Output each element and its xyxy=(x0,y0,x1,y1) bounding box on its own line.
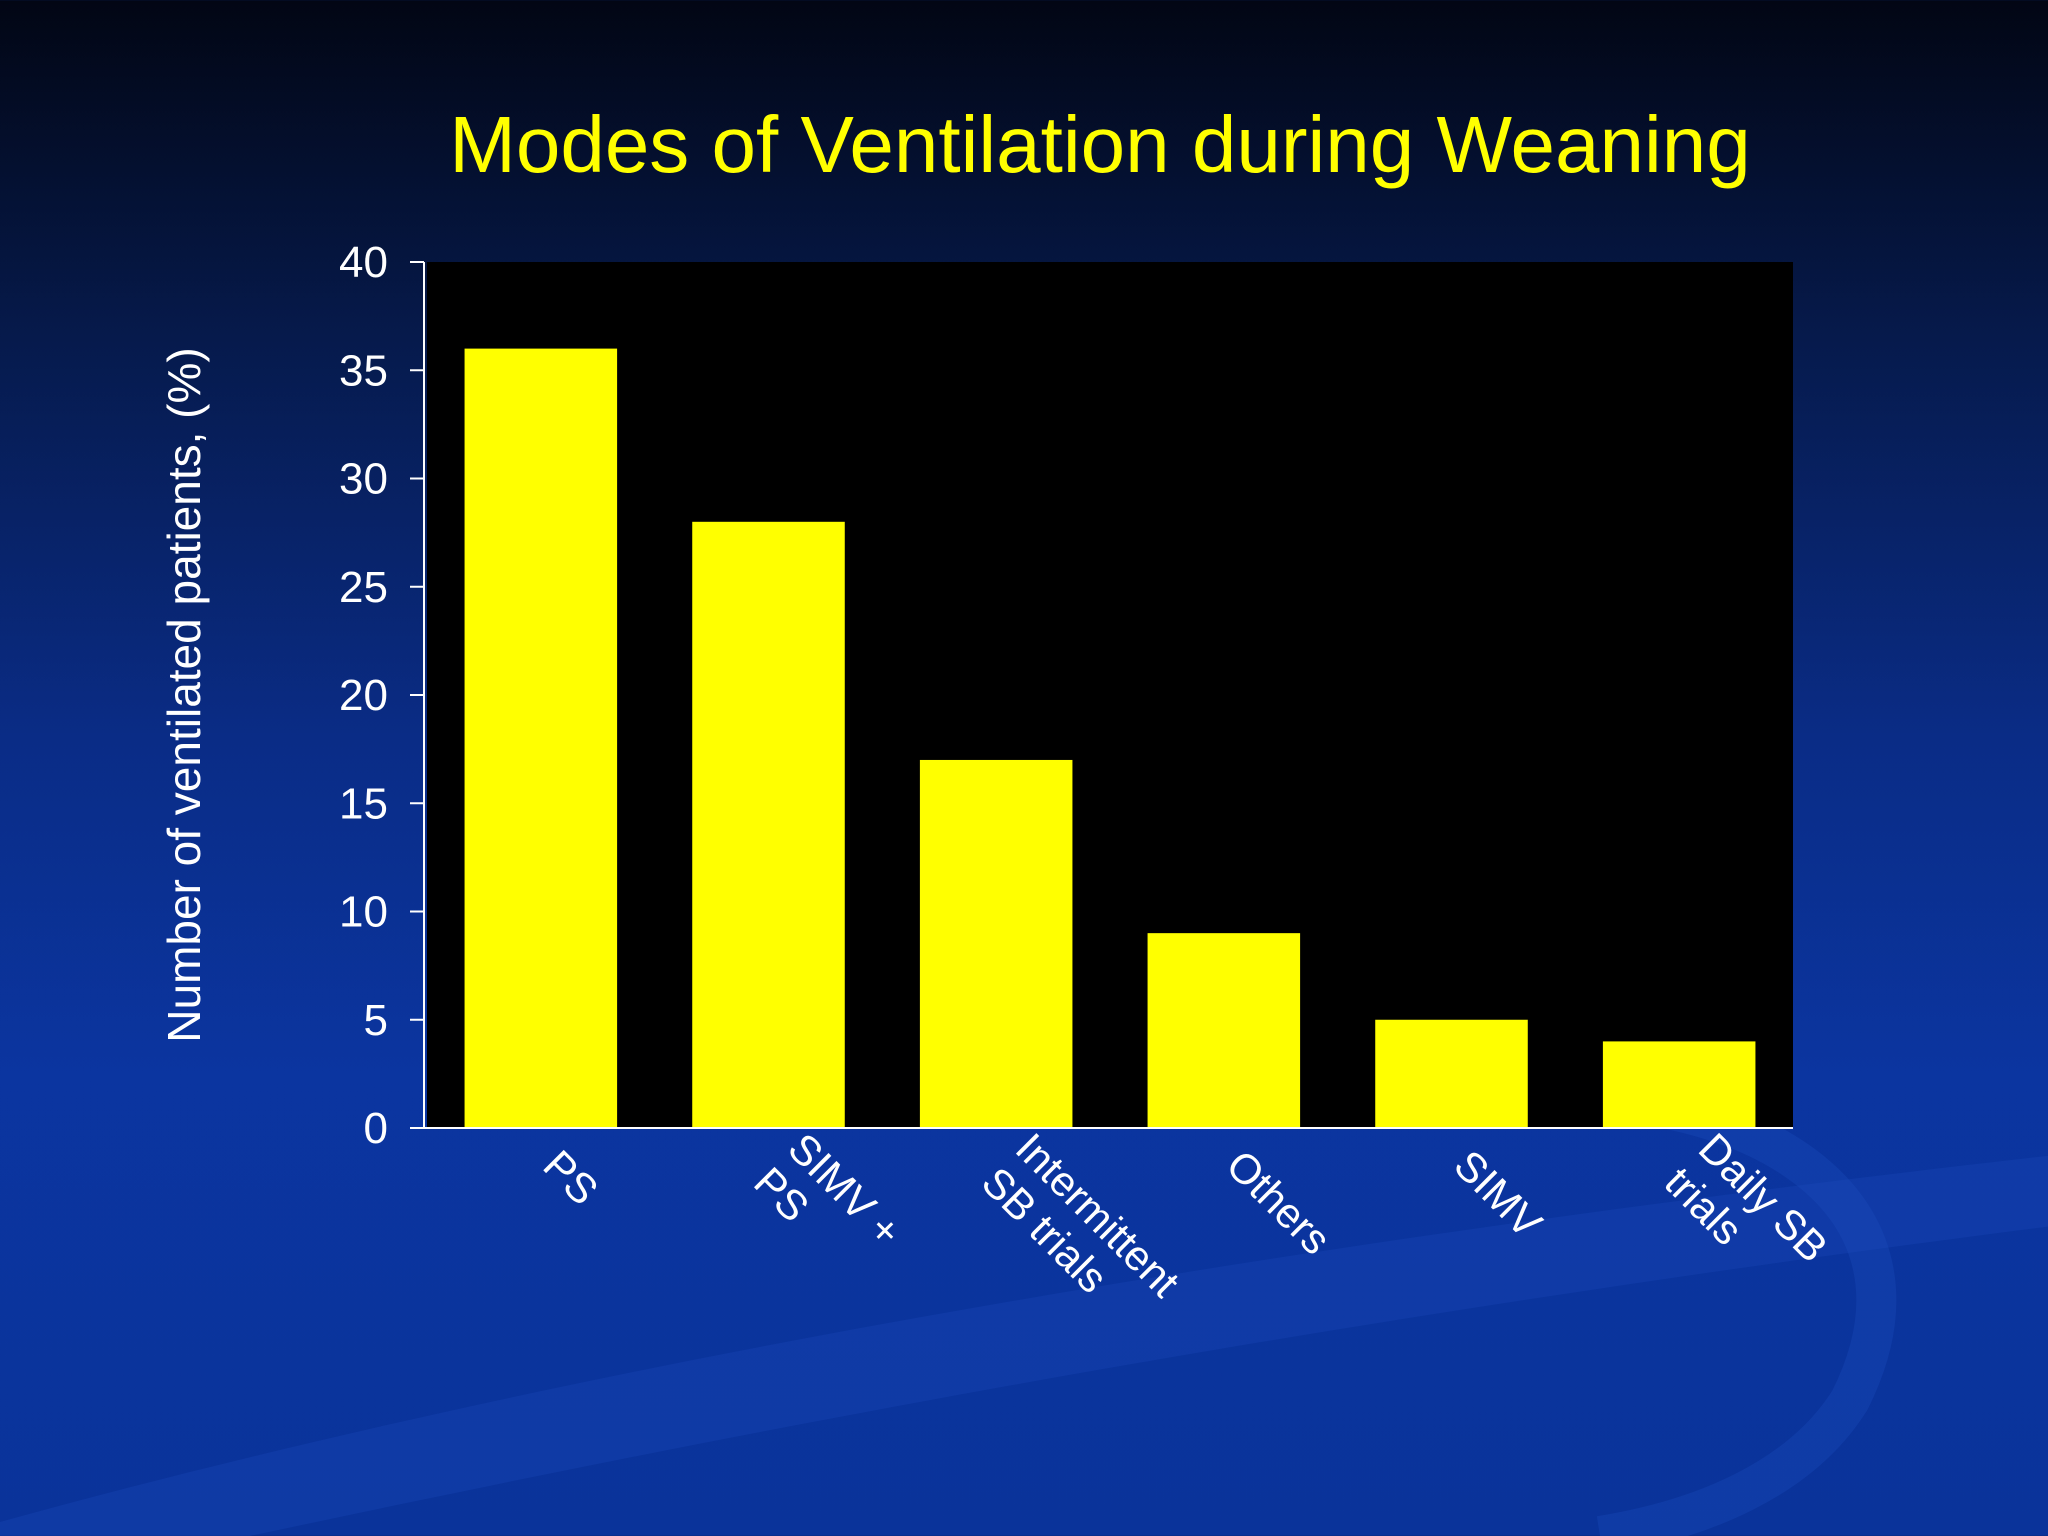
x-tick-label-0-line-0: PS xyxy=(535,1141,608,1214)
x-tick-label-3-line-0: Others xyxy=(1218,1141,1340,1263)
bar-0 xyxy=(464,348,618,1129)
x-tick-label-1: SIMV +PS xyxy=(745,1124,910,1289)
bar-1 xyxy=(692,521,845,1128)
x-axis: PS SIMV +PS IntermittentSB trials Others SIM… xyxy=(424,1124,1837,1340)
x-tick-label-4: SIMV xyxy=(1445,1141,1551,1247)
y-tick-label-1: 5 xyxy=(364,996,388,1045)
y-tick-label-7: 35 xyxy=(339,346,388,395)
bar-2 xyxy=(919,759,1073,1128)
x-tick-label-5: Daily SBtrials xyxy=(1656,1124,1837,1305)
bar-5 xyxy=(1602,1041,1756,1128)
x-tick-label-2: IntermittentSB trials xyxy=(973,1124,1189,1340)
y-tick-label-2: 10 xyxy=(339,888,388,937)
x-tick-label-0: PS xyxy=(535,1141,608,1214)
y-tick-label-6: 30 xyxy=(339,455,388,504)
y-tick-label-4: 20 xyxy=(339,671,388,720)
x-tick-label-3: Others xyxy=(1218,1141,1340,1263)
y-tick-label-0: 0 xyxy=(364,1104,388,1153)
slide-title: Modes of Ventilation during Weaning xyxy=(449,100,1751,189)
y-tick-label-5: 25 xyxy=(339,563,388,612)
bars-group xyxy=(464,348,1756,1129)
y-axis: 0 5 10 15 20 25 30 35 40 xyxy=(339,238,425,1153)
plot-area xyxy=(427,262,1793,1128)
y-axis-label: Number of ventilated patients, (%) xyxy=(158,347,210,1042)
y-tick-label-8: 40 xyxy=(339,238,388,287)
y-tick-label-3: 15 xyxy=(339,779,388,828)
bar-4 xyxy=(1375,1019,1528,1128)
x-tick-label-4-line-0: SIMV xyxy=(1445,1141,1551,1247)
bar-3 xyxy=(1147,933,1301,1128)
